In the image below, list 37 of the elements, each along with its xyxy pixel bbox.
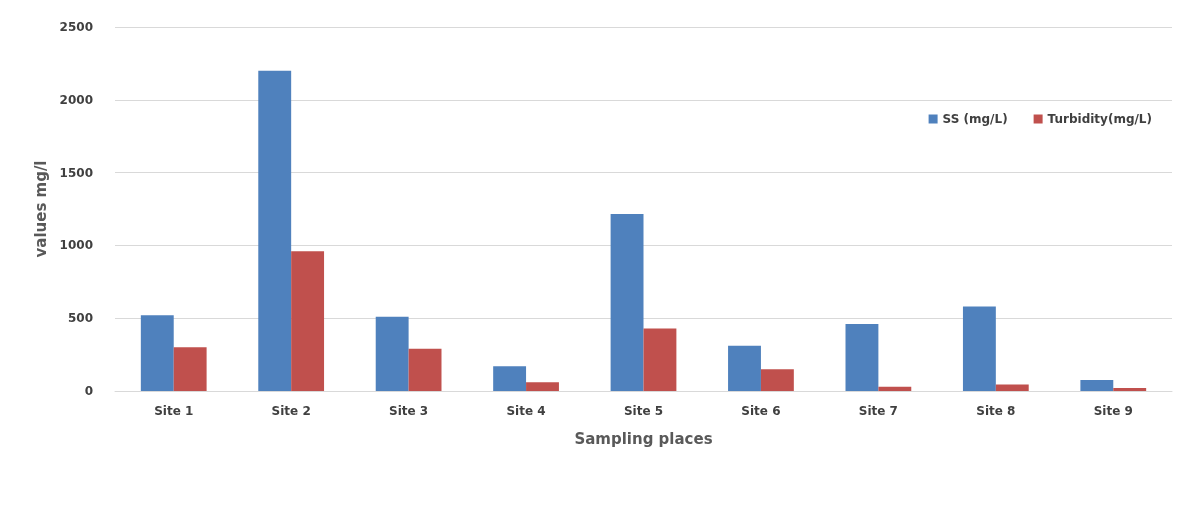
legend-label: SS (mg/L) [942,112,1008,126]
x-tick-label: Site 5 [623,404,664,418]
bar [728,345,761,391]
y-axis-title: values mg/l [32,160,51,258]
bar [1080,380,1114,391]
legend-label: Turbidity(mg/L) [1047,112,1153,126]
x-tick-label: Site 7 [858,404,898,418]
bar [173,347,207,391]
bar [140,315,174,391]
x-axis-title: Sampling places [574,429,713,448]
y-tick-label: 500 [67,311,93,326]
bar [291,251,325,391]
bar [962,306,996,391]
bar [610,214,644,391]
x-tick-label: Site 9 [1093,404,1133,418]
bar [493,366,527,391]
bar [526,382,559,391]
y-tick-label: 0 [84,384,93,398]
x-tick-label: Site 6 [741,404,781,418]
bar [258,70,292,391]
bar [760,369,794,391]
y-tick-label: 1500 [59,165,93,180]
x-tick-label: Site 1 [154,404,194,418]
bar [375,316,409,391]
bar [408,348,442,391]
bar [643,328,677,391]
x-tick-label: Site 3 [389,404,429,418]
x-tick-label: Site 4 [506,404,546,418]
x-tick-label: Site 2 [271,404,311,418]
bar [995,384,1029,391]
bar [878,386,912,391]
x-tick-label: Site 8 [976,404,1016,418]
bar [1113,388,1147,391]
bar [845,324,879,391]
y-tick-label: 2000 [59,92,93,107]
y-tick-label: 1000 [59,238,93,253]
y-tick-label: 2500 [59,20,93,34]
